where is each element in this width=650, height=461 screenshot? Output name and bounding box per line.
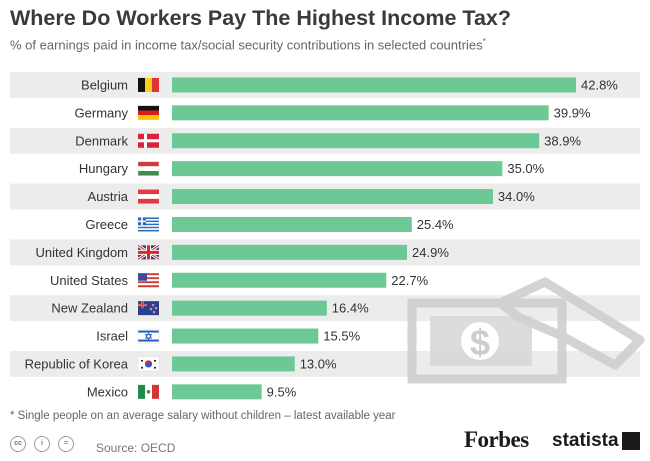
bar — [172, 300, 327, 316]
chart-subtitle: % of earnings paid in income tax/social … — [10, 37, 486, 52]
value-label: 25.4% — [417, 217, 454, 232]
value-label: 35.0% — [507, 161, 544, 176]
category-label: Greece — [85, 217, 128, 232]
category-label: Austria — [88, 189, 129, 204]
value-label: 24.9% — [412, 245, 449, 260]
bar — [172, 384, 262, 400]
new-zealand-flag-icon — [138, 301, 159, 316]
category-label: Hungary — [79, 161, 129, 176]
value-label: 42.8% — [581, 77, 618, 92]
greece-flag-icon — [138, 217, 159, 232]
south-korea-flag-icon — [137, 356, 160, 372]
value-label: 38.9% — [544, 133, 581, 148]
category-label: United States — [50, 273, 129, 288]
hand-holding-dollar-icon: $ — [407, 277, 645, 384]
category-label: Belgium — [81, 77, 128, 92]
category-labels: Belgium Germany Denmark Hungary Austria Greec… — [25, 77, 129, 399]
bar — [172, 272, 387, 288]
value-label: 9.5% — [267, 384, 297, 399]
no-derivatives-icon: = — [58, 436, 74, 452]
israel-flag-icon — [137, 328, 160, 344]
united-kingdom-flag-icon — [137, 244, 160, 261]
subtitle-text: % of earnings paid in income tax/social … — [10, 37, 483, 53]
bars — [172, 77, 576, 400]
bar — [172, 216, 412, 232]
footnote: * Single people on an average salary wit… — [10, 410, 396, 422]
united-states-flag-icon — [138, 273, 159, 288]
value-label: 22.7% — [391, 273, 428, 288]
bar — [172, 77, 576, 93]
bar — [172, 105, 549, 121]
statista-logo: statista — [552, 430, 619, 451]
creative-commons-icon: cc — [10, 436, 26, 452]
statista-mark-icon — [622, 432, 640, 450]
value-label: 34.0% — [498, 189, 535, 204]
hungary-flag-icon — [137, 161, 160, 176]
category-label: Denmark — [75, 133, 128, 148]
category-label: United Kingdom — [36, 245, 129, 260]
attribution-icon: i — [34, 436, 50, 452]
germany-flag-icon — [138, 105, 159, 120]
flags — [137, 77, 160, 399]
subtitle-footnote-mark: * — [482, 37, 486, 46]
value-label: 13.0% — [300, 356, 337, 371]
bar — [172, 189, 493, 205]
bar — [172, 161, 503, 177]
bar — [172, 328, 319, 344]
value-label: 16.4% — [332, 301, 369, 316]
austria-flag-icon — [138, 189, 159, 204]
category-label: Israel — [96, 329, 128, 344]
category-label: Republic of Korea — [25, 356, 129, 371]
value-label: 15.5% — [323, 329, 360, 344]
denmark-flag-icon — [138, 133, 159, 148]
belgium-flag-icon — [138, 77, 159, 92]
source-label: Source: OECD — [96, 441, 176, 455]
category-label: Germany — [75, 105, 129, 120]
row-stripe — [10, 351, 640, 377]
category-label: Mexico — [87, 384, 128, 399]
value-labels: 42.8% 39.9% 38.9%35.0% 34.0% 25.4% 24.9% 22.7%… — [267, 77, 619, 399]
forbes-logo: Forbes — [464, 427, 529, 452]
dollar-symbol: $ — [470, 322, 490, 363]
mexico-flag-icon — [138, 384, 159, 399]
value-label: 39.9% — [554, 105, 591, 120]
bar — [172, 356, 295, 372]
bar — [172, 133, 540, 149]
chart-title: Where Do Workers Pay The Highest Income … — [10, 6, 511, 30]
category-label: New Zealand — [51, 301, 128, 316]
bar — [172, 244, 408, 260]
